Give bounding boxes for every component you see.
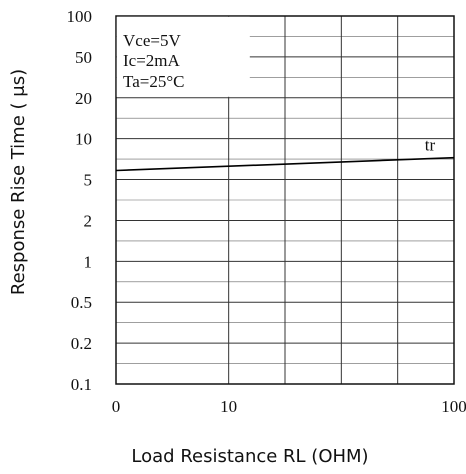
plot-border: [115, 15, 455, 385]
condition-ta: Ta=25°C: [123, 72, 184, 91]
conditions-box: Vce=5V Ic=2mA Ta=25°C: [123, 31, 184, 91]
y-tick-label: 20: [75, 89, 92, 108]
conditions-background: [116, 16, 250, 97]
series-label-tr: tr: [425, 136, 436, 155]
y-tick-labels: 100 50 20 10 5 2 1 0.5 0.2 0.1: [67, 7, 93, 394]
y-tick-label: 0.2: [71, 334, 92, 353]
y-tick-label: 10: [75, 130, 92, 149]
y-tick-label: 0.5: [71, 293, 92, 312]
condition-vce: Vce=5V: [123, 31, 181, 50]
y-tick-label: 0.1: [71, 375, 92, 394]
y-tick-label: 5: [84, 171, 93, 190]
series-layer: tr: [115, 136, 455, 172]
x-tick-label: 10: [220, 397, 237, 416]
y-tick-label: 1: [84, 252, 93, 271]
y-tick-label: 50: [75, 48, 92, 67]
y-tick-label: 100: [67, 7, 93, 26]
x-tick-label: 0: [112, 397, 121, 416]
y-axis-title: Response Rise Time ( μs): [8, 69, 29, 295]
y-tick-label: 2: [84, 211, 93, 230]
condition-ic: Ic=2mA: [123, 51, 181, 70]
x-tick-label: 100: [441, 397, 466, 416]
plot-frame: [115, 15, 455, 385]
x-tick-labels: 0 10 100: [112, 397, 466, 416]
series-line-tr: [115, 156, 455, 172]
x-axis-title: Load Resistance RL (OHM): [131, 446, 368, 467]
